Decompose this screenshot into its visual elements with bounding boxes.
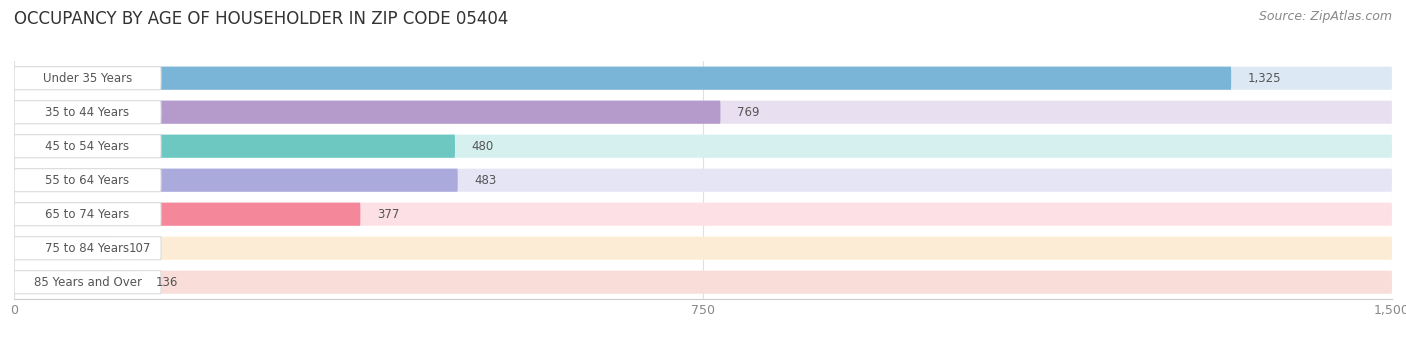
FancyBboxPatch shape	[14, 67, 162, 90]
FancyBboxPatch shape	[14, 271, 162, 294]
FancyBboxPatch shape	[14, 203, 360, 226]
Text: Source: ZipAtlas.com: Source: ZipAtlas.com	[1258, 10, 1392, 23]
Text: 769: 769	[737, 106, 759, 119]
Text: 65 to 74 Years: 65 to 74 Years	[45, 208, 129, 221]
FancyBboxPatch shape	[14, 237, 112, 260]
Text: 107: 107	[129, 242, 152, 255]
Text: OCCUPANCY BY AGE OF HOUSEHOLDER IN ZIP CODE 05404: OCCUPANCY BY AGE OF HOUSEHOLDER IN ZIP C…	[14, 10, 509, 28]
Text: 136: 136	[156, 276, 179, 289]
FancyBboxPatch shape	[14, 169, 1392, 192]
FancyBboxPatch shape	[14, 135, 1392, 158]
Text: 377: 377	[377, 208, 399, 221]
Text: 483: 483	[474, 174, 496, 187]
Text: 85 Years and Over: 85 Years and Over	[34, 276, 142, 289]
Text: 35 to 44 Years: 35 to 44 Years	[45, 106, 129, 119]
Text: 75 to 84 Years: 75 to 84 Years	[45, 242, 129, 255]
FancyBboxPatch shape	[14, 67, 1392, 90]
Text: Under 35 Years: Under 35 Years	[44, 72, 132, 85]
FancyBboxPatch shape	[14, 203, 162, 226]
FancyBboxPatch shape	[14, 237, 1392, 260]
Text: 55 to 64 Years: 55 to 64 Years	[45, 174, 129, 187]
FancyBboxPatch shape	[14, 271, 1392, 294]
FancyBboxPatch shape	[14, 203, 1392, 226]
Text: 480: 480	[471, 140, 494, 153]
Text: 45 to 54 Years: 45 to 54 Years	[45, 140, 129, 153]
FancyBboxPatch shape	[14, 135, 162, 158]
FancyBboxPatch shape	[14, 169, 458, 192]
FancyBboxPatch shape	[14, 135, 456, 158]
FancyBboxPatch shape	[14, 101, 720, 124]
FancyBboxPatch shape	[14, 101, 162, 124]
FancyBboxPatch shape	[14, 271, 139, 294]
FancyBboxPatch shape	[14, 101, 1392, 124]
FancyBboxPatch shape	[14, 67, 1232, 90]
FancyBboxPatch shape	[14, 237, 162, 260]
FancyBboxPatch shape	[14, 169, 162, 192]
Text: 1,325: 1,325	[1247, 72, 1281, 85]
